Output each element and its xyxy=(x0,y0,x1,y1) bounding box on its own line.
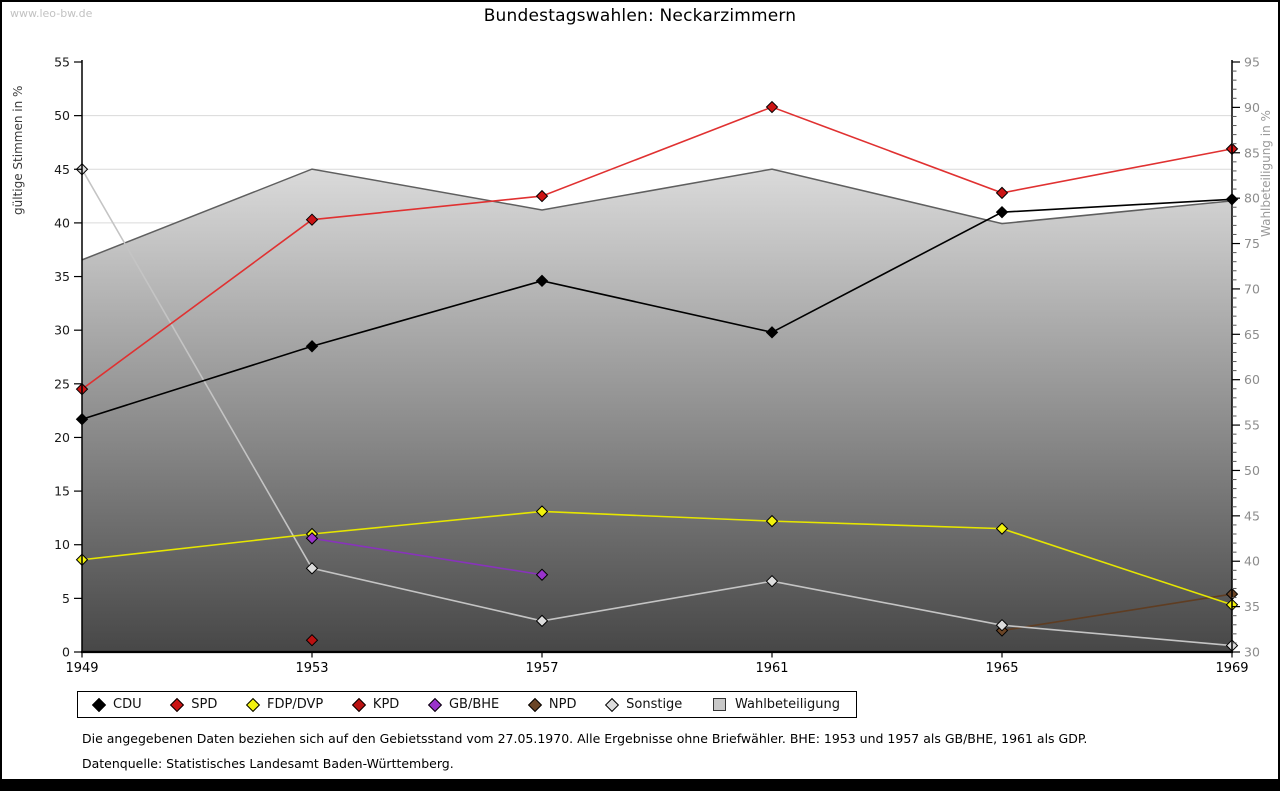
data-point-marker xyxy=(765,326,779,339)
diamond-marker-icon xyxy=(427,697,443,712)
series-line xyxy=(81,106,1233,390)
left-tick-label: 15 xyxy=(54,484,70,499)
right-axis-title: Wahlbeteiligung in % xyxy=(1259,110,1273,237)
data-point-marker xyxy=(995,618,1009,632)
left-tick-label: 25 xyxy=(54,376,70,391)
legend-item-cdu: CDU xyxy=(91,697,142,712)
legend-item-kpd: KPD xyxy=(351,697,400,712)
left-tick-label: 10 xyxy=(54,537,70,552)
right-tick-label: 65 xyxy=(1244,327,1260,342)
legend-label: GB/BHE xyxy=(448,697,500,712)
x-tick-label: 1953 xyxy=(295,661,328,676)
right-tick-label: 45 xyxy=(1244,508,1260,523)
right-tick-label: 85 xyxy=(1244,145,1260,160)
data-point-marker xyxy=(305,562,319,575)
series-wahlbeteiligung xyxy=(81,168,1233,652)
left-tick-label: 30 xyxy=(54,323,70,338)
data-point-marker xyxy=(305,340,319,353)
legend-label: NPD xyxy=(548,697,577,712)
series-line xyxy=(1001,593,1233,632)
square-marker-icon xyxy=(712,698,726,711)
chart-title: Bundestagswahlen: Neckarzimmern xyxy=(483,6,797,26)
left-tick-label: 55 xyxy=(54,55,70,70)
legend-label: CDU xyxy=(113,697,142,712)
x-tick-label: 1961 xyxy=(755,661,788,676)
legend-item-npd: NPD xyxy=(527,697,577,712)
turnout-outline xyxy=(81,168,1233,261)
data-point-marker xyxy=(535,274,549,288)
legend: CDU SPD FDP/DVP KPD GB/BHE NPD Sonstige Wahlbet… xyxy=(77,691,857,718)
right-tick-label: 40 xyxy=(1244,554,1260,569)
right-tick-label: 60 xyxy=(1244,372,1260,387)
diamond-marker-icon xyxy=(351,697,366,712)
series-kpd xyxy=(305,633,319,647)
series-line xyxy=(81,510,1233,606)
legend-label: KPD xyxy=(372,697,400,712)
legend-label: Wahlbeteiligung xyxy=(734,697,840,712)
left-tick-label: 20 xyxy=(54,430,70,445)
series-line xyxy=(81,198,1233,420)
data-point-marker xyxy=(765,100,779,114)
legend-item-spd: SPD xyxy=(170,697,218,712)
data-point-marker xyxy=(305,633,319,647)
diamond-marker-icon xyxy=(527,697,542,712)
data-point-marker xyxy=(535,614,549,628)
left-tick-label: 45 xyxy=(54,162,70,177)
right-tick-label: 80 xyxy=(1244,191,1260,206)
election-line-chart: 0 5 10 15 20 25 30 35 40 45 50 55 30 35 40 45 50 55 60 65 70… xyxy=(54,55,1260,677)
legend-label: Sonstige xyxy=(626,697,683,712)
x-tick-label: 1969 xyxy=(1215,661,1248,676)
diamond-marker-icon xyxy=(245,697,261,712)
left-tick-label: 40 xyxy=(54,215,70,230)
x-tick-label: 1957 xyxy=(525,661,558,676)
legend-item-fdp-dvp: FDP/DVP xyxy=(245,697,324,712)
site-watermark: www.leo-bw.de xyxy=(10,7,93,20)
data-point-marker xyxy=(535,189,549,203)
data-point-marker xyxy=(995,522,1009,535)
series-line xyxy=(81,168,1233,647)
right-tick-label: 35 xyxy=(1244,599,1260,614)
data-point-marker xyxy=(765,574,779,588)
legend-item-sonstige: Sonstige xyxy=(605,697,683,712)
x-tick-label: 1949 xyxy=(65,661,98,676)
data-point-marker xyxy=(535,568,549,581)
left-tick-label: 35 xyxy=(54,269,70,284)
right-tick-label: 95 xyxy=(1244,55,1260,70)
turnout-area xyxy=(82,169,1232,652)
data-point-marker xyxy=(305,213,319,226)
data-point-marker xyxy=(305,532,319,545)
data-point-marker xyxy=(765,514,779,528)
legend-item-gb-bhe: GB/BHE xyxy=(427,697,500,712)
right-tick-label: 50 xyxy=(1244,463,1260,478)
left-tick-label: 0 xyxy=(62,645,70,660)
legend-label: FDP/DVP xyxy=(267,697,324,712)
diamond-marker-icon xyxy=(91,697,107,712)
legend-item-wahlbeteiligung: Wahlbeteiligung xyxy=(712,697,840,712)
series-line xyxy=(311,537,543,576)
x-tick-label: 1965 xyxy=(985,661,1018,676)
left-tick-label: 5 xyxy=(62,591,70,606)
right-tick-label: 75 xyxy=(1244,236,1260,251)
data-point-marker xyxy=(995,186,1009,200)
right-tick-label: 90 xyxy=(1244,100,1260,115)
series-gb-bhe xyxy=(305,532,549,581)
footer-source: Datenquelle: Statistisches Landesamt Bad… xyxy=(82,756,454,771)
bottom-bar xyxy=(2,779,1278,791)
data-point-marker xyxy=(535,505,549,518)
right-tick-label: 55 xyxy=(1244,418,1260,433)
right-tick-label: 70 xyxy=(1244,281,1260,296)
legend-label: SPD xyxy=(191,697,218,712)
data-point-marker xyxy=(995,205,1009,219)
right-tick-label: 30 xyxy=(1244,645,1260,660)
diamond-marker-icon xyxy=(170,697,185,712)
left-tick-label: 50 xyxy=(54,108,70,123)
left-axis-title: gültige Stimmen in % xyxy=(11,85,25,215)
diamond-marker-icon xyxy=(605,697,620,712)
footer-note: Die angegebenen Daten beziehen sich auf … xyxy=(82,731,1088,746)
